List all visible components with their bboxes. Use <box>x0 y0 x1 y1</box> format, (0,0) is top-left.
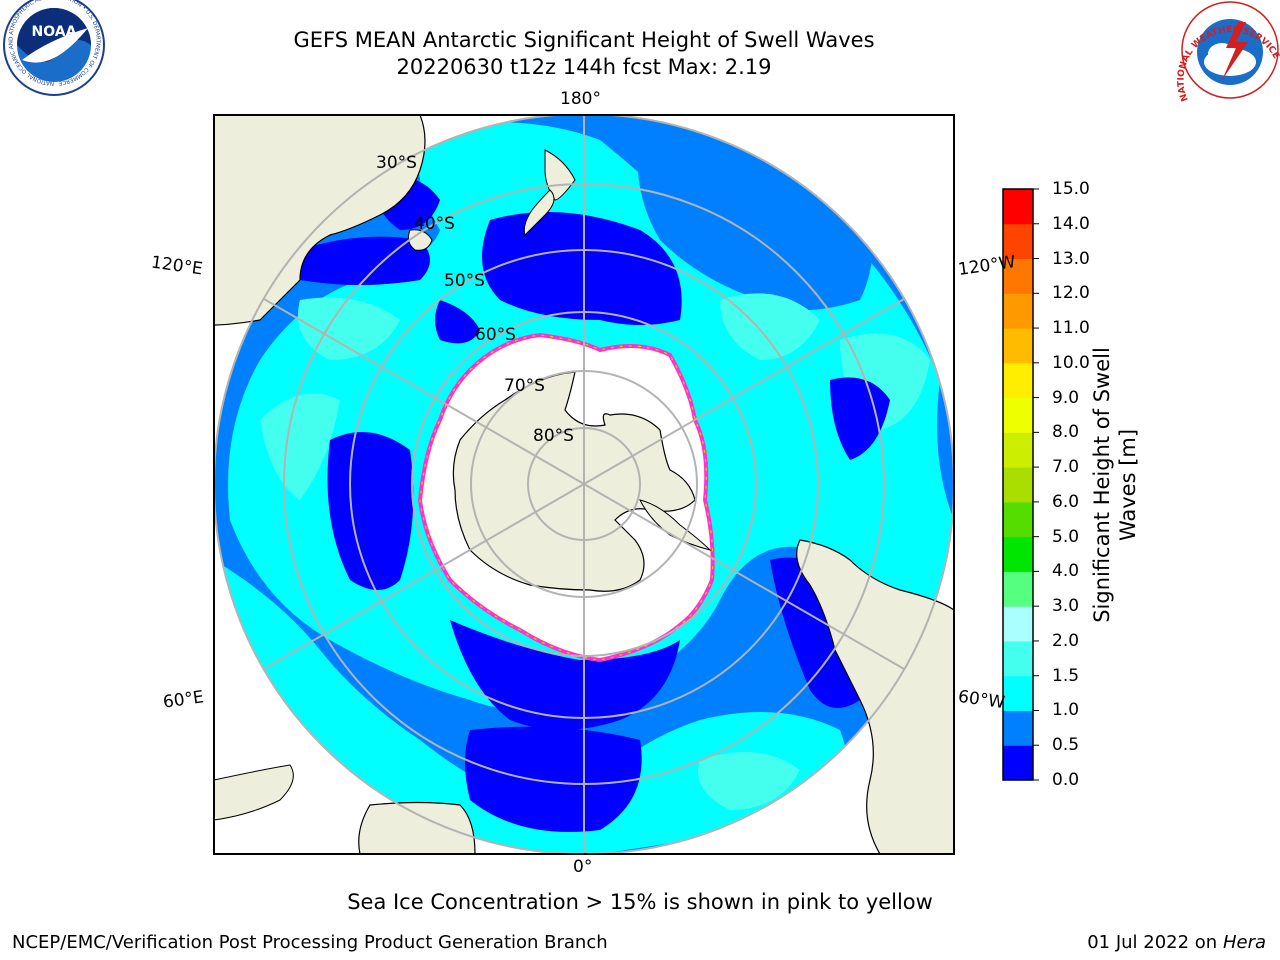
colorbar-tick-label: 11.0 <box>1052 318 1090 339</box>
date-text: 01 Jul 2022 on <box>1087 932 1223 953</box>
lat-label-60s: 60°S <box>475 325 516 345</box>
colorbar-swatch <box>1003 223 1033 260</box>
colorbar-swatch <box>1003 432 1033 468</box>
chart-subtitle: 20220630 t12z 144h fcst Max: 2.19 <box>396 55 772 79</box>
lon-label-0: 0° <box>573 857 593 877</box>
colorbar-tick-label: 9.0 <box>1052 387 1080 408</box>
southern-africa-landmass <box>358 801 476 854</box>
colorbar-swatch <box>1003 467 1033 503</box>
colorbar-tick-label: 3.0 <box>1052 596 1080 617</box>
colorbar-swatch <box>1003 397 1033 433</box>
colorbar-tick-label: 1.5 <box>1052 665 1080 686</box>
lat-label-80s: 80°S <box>533 426 574 446</box>
colorbar-label-line1: Significant Height of Swell <box>1090 347 1114 623</box>
lat-label-70s: 70°S <box>504 376 545 396</box>
new-zealand-south-landmass <box>523 189 555 236</box>
colorbar-tick-label: 1.0 <box>1052 700 1080 721</box>
map-frame <box>213 114 955 855</box>
host-text: Hera <box>1222 932 1266 953</box>
antarctica-landmass <box>452 371 696 592</box>
colorbar-tick-label: 4.0 <box>1052 561 1080 582</box>
colorbar-swatch <box>1003 675 1033 711</box>
colorbar-tick-label: 10.0 <box>1052 352 1090 373</box>
new-zealand-north-landmass <box>544 149 576 201</box>
sea-ice-note: Sea Ice Concentration > 15% is shown in … <box>347 890 933 914</box>
colorbar-tick-label: 13.0 <box>1052 248 1090 269</box>
date-host-text: 01 Jul 2022 on Hera <box>1087 932 1266 953</box>
colorbar-tick-label: 0.0 <box>1052 770 1080 790</box>
lat-label-30s: 30°S <box>376 153 417 173</box>
colorbar-swatch <box>1003 189 1033 225</box>
colorbar-tick-label: 6.0 <box>1052 491 1080 512</box>
colorbar-swatch <box>1003 710 1033 746</box>
colorbar-swatch <box>1003 640 1033 677</box>
colorbar-swatch <box>1003 293 1033 329</box>
colorbar-tick-label: 12.0 <box>1052 283 1090 304</box>
colorbar-swatch <box>1003 258 1033 294</box>
colorbar-tick-label: 8.0 <box>1052 422 1080 443</box>
colorbar <box>1003 188 1039 781</box>
nws-logo-icon: NATIONAL WEATHER SERVICE <box>1176 1 1280 103</box>
colorbar-swatch <box>1003 328 1033 364</box>
colorbar-swatch <box>1003 745 1033 781</box>
colorbar-swatch <box>1003 501 1033 538</box>
colorbar-swatch <box>1003 362 1033 399</box>
colorbar-tick-label: 15.0 <box>1052 179 1090 199</box>
colorbar-swatch <box>1003 571 1033 607</box>
colorbar-swatch <box>1003 606 1033 642</box>
colorbar-frame <box>1002 188 1034 781</box>
colorbar-tick-label: 0.5 <box>1052 735 1080 756</box>
chart-title: GEFS MEAN Antarctic Significant Height o… <box>293 28 875 52</box>
noaa-logo-text: NOAA <box>32 24 77 40</box>
colorbar-swatch <box>1003 536 1033 572</box>
madagascar-landmass <box>214 764 294 821</box>
colorbar-tick-label: 5.0 <box>1052 526 1080 547</box>
graticule <box>214 115 954 854</box>
colorbar-tick-label: 2.0 <box>1052 630 1080 651</box>
lon-label-180: 180° <box>560 89 601 109</box>
lat-label-40s: 40°S <box>414 214 455 234</box>
colorbar-label-line2: Waves [m] <box>1116 428 1140 542</box>
colorbar-tick-label: 7.0 <box>1052 457 1080 478</box>
south-america-landmass <box>796 539 954 854</box>
noaa-logo-icon: NOAA NATIONAL OCEANIC AND ATMOSPHERIC AD… <box>3 0 105 96</box>
credit-text: NCEP/EMC/Verification Post Processing Pr… <box>12 932 608 953</box>
colorbar-label: Significant Height of Swell Waves [m] <box>1089 347 1141 623</box>
australia-landmass <box>214 115 426 326</box>
lat-label-50s: 50°S <box>444 271 485 291</box>
colorbar-tick-label: 14.0 <box>1052 213 1090 234</box>
